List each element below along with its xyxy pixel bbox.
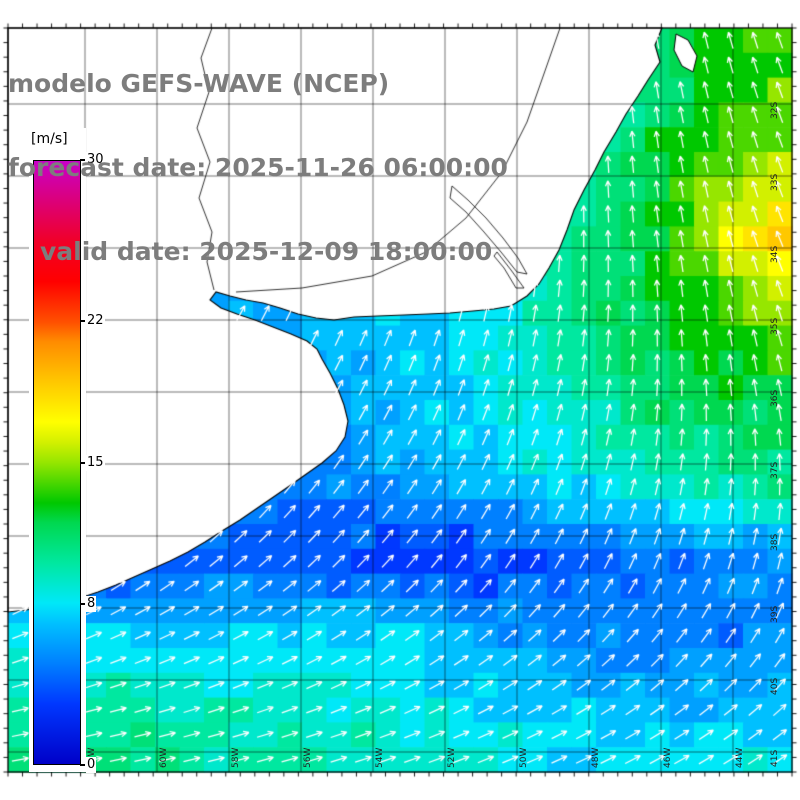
lat-tick-label: 36S bbox=[770, 389, 780, 407]
lat-tick-label: 39S bbox=[770, 605, 780, 623]
colorbar-units-label: [m/s] bbox=[31, 131, 68, 147]
colorbar-tick-mark bbox=[80, 461, 85, 464]
lon-tick-label: 50W bbox=[519, 747, 529, 768]
lon-tick-label: 48W bbox=[591, 747, 601, 768]
lon-tick-label: 54W bbox=[375, 747, 385, 768]
lat-tick-label: 34S bbox=[770, 245, 780, 263]
lat-tick-label: 40S bbox=[770, 677, 780, 695]
colorbar-tick-mark bbox=[80, 320, 85, 323]
lon-tick-label: 52W bbox=[447, 747, 457, 768]
lon-tick-label: 56W bbox=[303, 747, 313, 768]
lat-tick-label: 32S bbox=[770, 101, 780, 119]
title-block: modelo GEFS-WAVE (NCEP) forecast date: 2… bbox=[8, 14, 508, 322]
lon-tick-label: 44W bbox=[735, 747, 745, 768]
colorbar-tick-label: 22 bbox=[86, 313, 105, 330]
lon-tick-label: 58W bbox=[231, 747, 241, 768]
lat-tick-label: 35S bbox=[770, 317, 780, 335]
colorbar-tick-label: 15 bbox=[86, 454, 105, 471]
colorbar-tick-label: 0 bbox=[86, 757, 97, 773]
colorbar-tick-mark bbox=[80, 764, 85, 766]
colorbar-tick-label: 30 bbox=[86, 152, 105, 168]
lat-tick-label: 41S bbox=[770, 749, 780, 767]
colorbar-tick-mark bbox=[80, 159, 85, 161]
model-title: modelo GEFS-WAVE (NCEP) bbox=[8, 69, 390, 98]
lat-tick-label: 37S bbox=[770, 461, 780, 479]
colorbar-tick-label: 8 bbox=[86, 595, 97, 612]
lat-tick-label: 38S bbox=[770, 533, 780, 551]
lat-tick-label: 33S bbox=[770, 173, 780, 191]
lon-tick-label: 60W bbox=[159, 747, 169, 768]
valid-date-label: valid date: 2025-12-09 18:00:00 bbox=[40, 237, 493, 266]
lon-tick-label: 46W bbox=[663, 747, 673, 768]
colorbar-tick-mark bbox=[80, 602, 85, 605]
forecast-date-label: forecast date: 2025-11-26 06:00:00 bbox=[8, 153, 508, 182]
